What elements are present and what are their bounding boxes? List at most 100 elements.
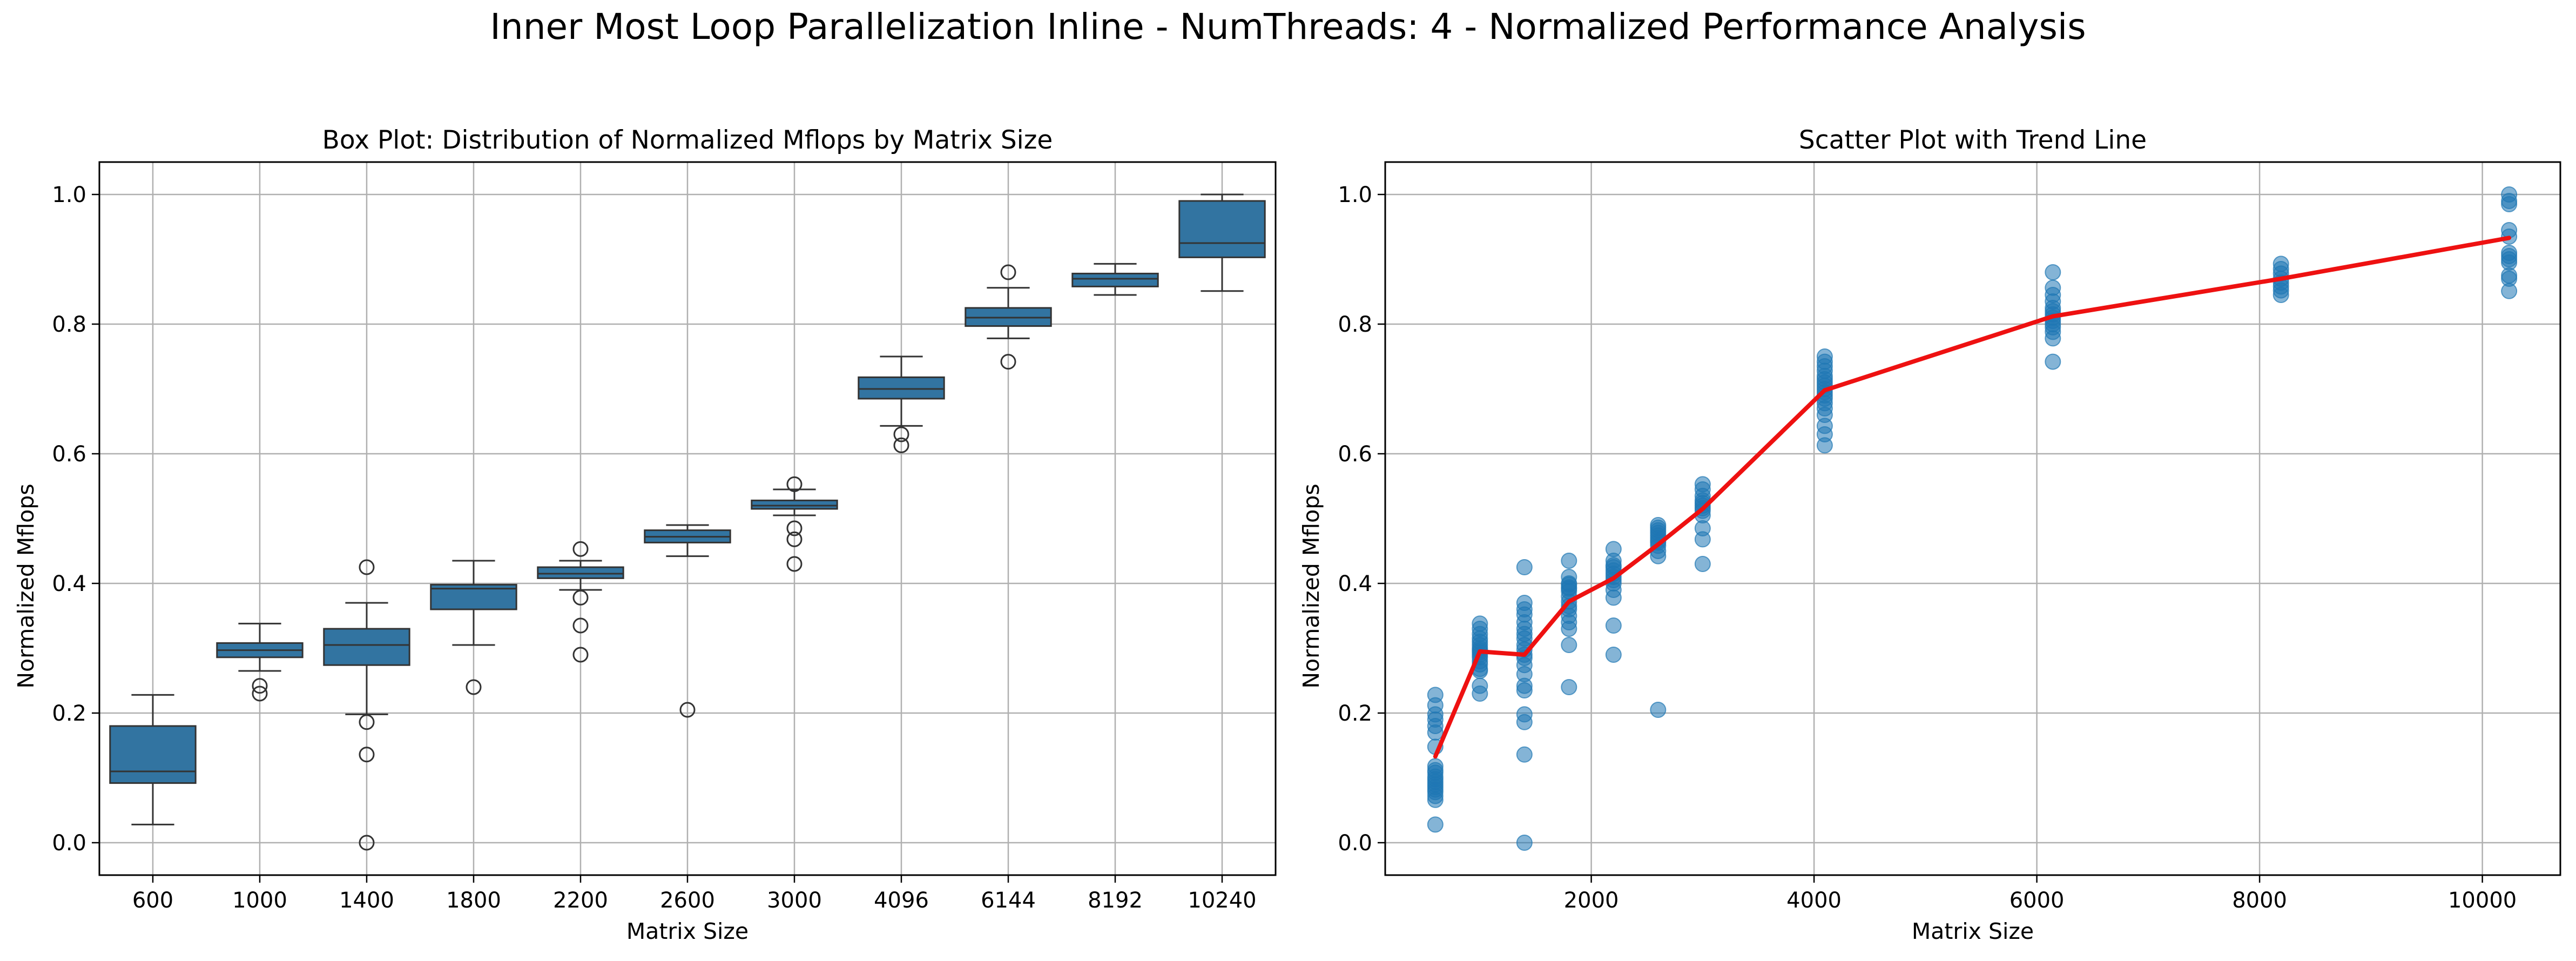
scatter-point <box>1516 714 1533 730</box>
scatter-point <box>2045 353 2061 370</box>
scatter-point <box>1650 702 1667 718</box>
scatter-plot-ylabel: Normalized Mflops <box>1298 483 1324 688</box>
box-outlier <box>359 747 375 763</box>
box-y-tick-label: 0.6 <box>52 442 86 467</box>
scatter-x-tick-label: 8000 <box>2232 888 2287 913</box>
box-x-tick-label: 8192 <box>1088 888 1143 913</box>
box-6144 <box>965 264 1052 370</box>
box-x-tick-label: 600 <box>132 888 173 913</box>
box-outlier <box>893 426 909 442</box>
scatter-point <box>1516 559 1533 575</box>
box-y-tick-label: 0.2 <box>52 701 86 726</box>
box-iqr <box>751 499 838 510</box>
box-outlier <box>786 556 803 572</box>
box-outlier <box>893 437 909 453</box>
box-outlier <box>786 531 803 547</box>
box-outlier <box>786 476 803 492</box>
scatter-point <box>1427 724 1444 741</box>
box-outlier <box>1000 354 1016 370</box>
box-4096 <box>858 355 945 453</box>
box-1400 <box>323 559 410 851</box>
box-outlier <box>1000 264 1016 280</box>
scatter-plot-marks <box>1427 186 2518 851</box>
box-y-tick-label: 1.0 <box>52 183 86 207</box>
box-600 <box>109 694 197 825</box>
scatter-point <box>1816 437 1833 454</box>
box-outlier <box>572 647 589 663</box>
scatter-point <box>1561 637 1577 653</box>
scatter-plot-title: Scatter Plot with Trend Line <box>1799 125 2147 155</box>
box-x-tick-label: 6144 <box>981 888 1036 913</box>
scatter-x-tick-label: 2000 <box>1564 888 1619 913</box>
scatter-point <box>1561 621 1577 637</box>
box-plot-grid <box>99 162 1276 875</box>
box-x-tick-label: 2600 <box>660 888 715 913</box>
box-outlier <box>252 686 268 702</box>
scatter-x-tick-label: 4000 <box>1786 888 1842 913</box>
box-y-tick-label: 0.4 <box>52 572 86 596</box>
box-plot-xlabel: Matrix Size <box>626 918 748 944</box>
scatter-point <box>1516 682 1533 698</box>
box-2600 <box>644 524 731 718</box>
scatter-point <box>1472 686 1488 702</box>
scatter-y-tick-label: 0.4 <box>1338 572 1372 596</box>
scatter-point <box>1694 556 1711 572</box>
box-2200 <box>537 541 624 663</box>
box-iqr <box>1178 200 1266 258</box>
scatter-y-tick-label: 0.2 <box>1338 701 1372 726</box>
box-plot-title: Box Plot: Distribution of Normalized Mfl… <box>322 125 1053 155</box>
scatter-point <box>1650 548 1667 564</box>
box-x-tick-label: 4096 <box>874 888 929 913</box>
figure-suptitle: Inner Most Loop Parallelization Inline -… <box>490 6 2086 48</box>
box-plot-panel: Box Plot: Distribution of Normalized Mfl… <box>13 125 1277 944</box>
box-outlier <box>786 520 803 536</box>
scatter-y-tick-label: 1.0 <box>1338 183 1372 207</box>
scatter-point <box>1516 746 1533 763</box>
scatter-plot-frame <box>1384 161 2561 876</box>
box-outlier <box>572 541 589 557</box>
box-plot-ticks: 600 1000 1400 1800 2200 2600 3000 4096 6144 8192 1… <box>52 183 1256 913</box>
scatter-point <box>2501 196 2518 212</box>
box-y-tick-label: 0.0 <box>52 831 86 856</box>
box-iqr <box>537 566 624 579</box>
scatter-x-tick-label: 10000 <box>2448 888 2517 913</box>
box-x-tick-label: 1400 <box>339 888 394 913</box>
box-y-tick-label: 0.8 <box>52 312 86 337</box>
scatter-point <box>1605 647 1622 663</box>
scatter-point <box>1561 553 1577 569</box>
box-outlier <box>359 714 375 730</box>
scatter-y-tick-label: 0.6 <box>1338 442 1372 467</box>
scatter-point <box>1427 791 1444 808</box>
scatter-point <box>1561 679 1577 695</box>
box-plot-frame <box>98 161 1277 876</box>
box-plot-marks <box>109 193 1266 851</box>
box-1000 <box>216 622 304 702</box>
box-plot-ylabel: Normalized Mflops <box>13 483 39 688</box>
box-outlier <box>572 589 589 606</box>
box-outlier <box>466 679 482 695</box>
scatter-point <box>2045 264 2061 280</box>
scatter-y-tick-label: 0.0 <box>1338 831 1372 856</box>
box-x-tick-label: 3000 <box>767 888 822 913</box>
trend-line <box>1433 236 2512 759</box>
box-outlier <box>359 835 375 851</box>
scatter-point <box>2045 330 2061 347</box>
scatter-point <box>1605 589 1622 606</box>
scatter-plot-ticks: 2000 4000 6000 8000 10000 0.0 0.2 0.4 0.6 0.8 1.0 <box>1338 183 2517 913</box>
box-outlier <box>679 702 696 718</box>
scatter-plot-panel: Scatter Plot with Trend Line Matrix Size… <box>1298 125 2561 944</box>
box-iqr <box>858 376 945 400</box>
scatter-point <box>1516 835 1533 851</box>
box-x-tick-label: 2200 <box>553 888 608 913</box>
box-x-tick-label: 1000 <box>232 888 287 913</box>
box-iqr <box>323 628 410 666</box>
box-outlier <box>359 559 375 575</box>
box-x-tick-label: 1800 <box>446 888 501 913</box>
scatter-point <box>1605 617 1622 634</box>
box-iqr <box>109 725 197 784</box>
scatter-point <box>2272 287 2289 303</box>
box-3000 <box>751 476 838 572</box>
box-10240 <box>1178 193 1266 292</box>
